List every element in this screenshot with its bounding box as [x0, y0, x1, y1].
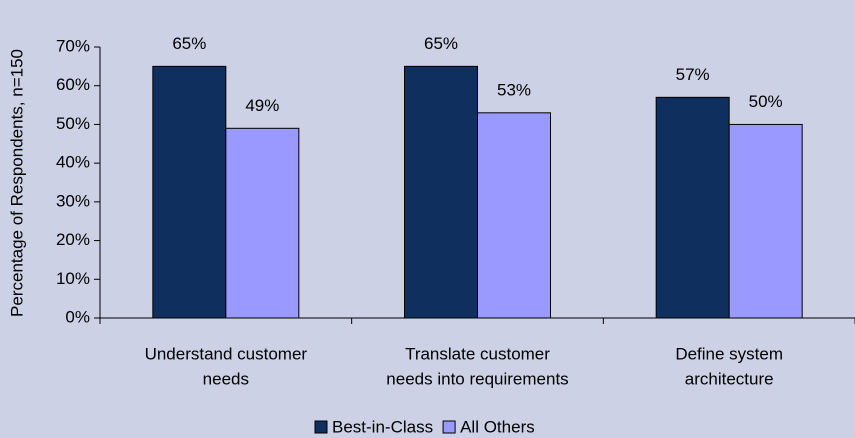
bar — [477, 112, 551, 319]
y-tick-label: 60% — [56, 75, 90, 94]
legend-swatch — [314, 420, 328, 434]
y-tick-label: 10% — [56, 269, 90, 288]
value-label: 57% — [676, 65, 710, 84]
bar — [655, 96, 730, 319]
x-tick-label: needs — [203, 369, 249, 388]
x-tick-label: architecture — [685, 369, 774, 388]
legend-label: Best-in-Class — [332, 417, 433, 436]
x-tick-label: Translate customer — [405, 344, 550, 363]
x-tick-label: Define system — [675, 344, 783, 363]
bar — [152, 65, 227, 319]
x-tick-label: needs into requirements — [386, 369, 568, 388]
legend-swatch — [442, 420, 456, 434]
y-tick-label: 40% — [56, 153, 90, 172]
y-tick-label: 0% — [65, 307, 90, 326]
value-label: 49% — [245, 96, 279, 115]
bar — [728, 123, 803, 319]
bar — [225, 127, 300, 319]
y-tick-label: 50% — [56, 114, 90, 133]
value-label: 65% — [424, 34, 458, 53]
y-tick-label: 70% — [56, 36, 90, 55]
value-label: 50% — [749, 92, 783, 111]
bar — [404, 65, 478, 319]
x-tick-label: Understand customer — [145, 344, 308, 363]
legend-label: All Others — [460, 417, 535, 436]
value-label: 65% — [172, 34, 206, 53]
y-axis-label: Percentage of Respondents, n=150 — [7, 49, 26, 317]
y-tick-label: 20% — [56, 230, 90, 249]
y-tick-label: 30% — [56, 191, 90, 210]
value-label: 53% — [497, 80, 531, 99]
